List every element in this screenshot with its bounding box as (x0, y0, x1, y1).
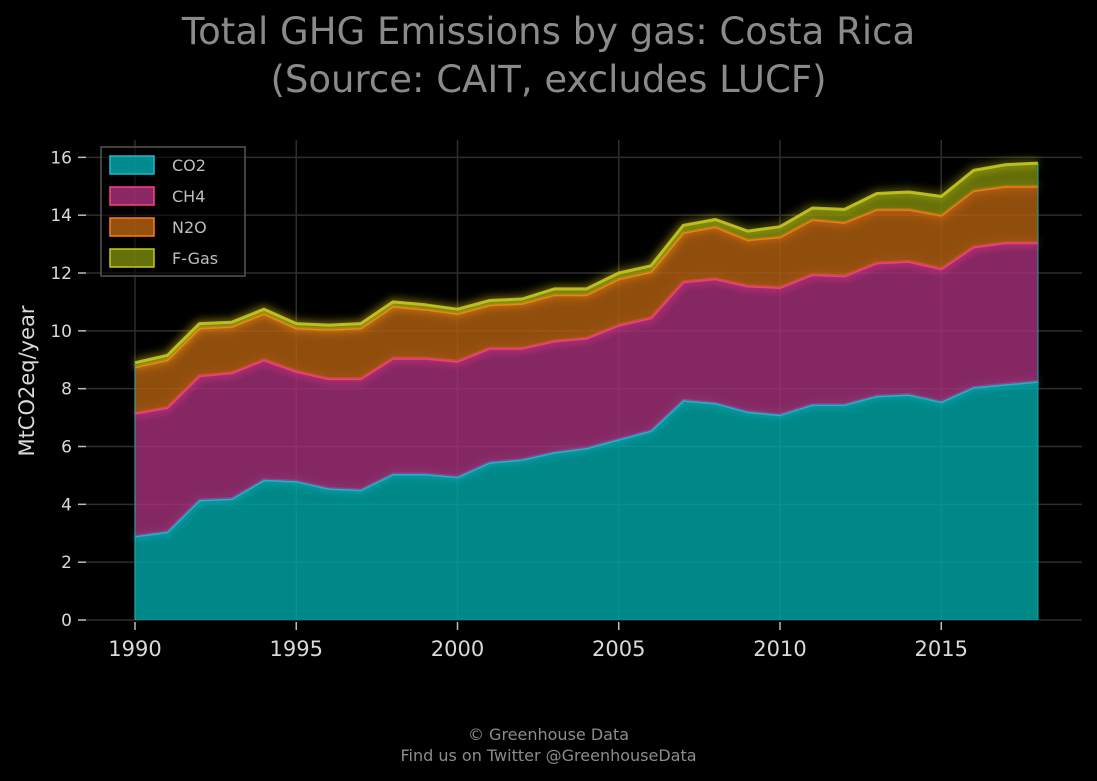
chart-title-line1: Total GHG Emissions by gas: Costa Rica (181, 10, 916, 53)
axes: 0 2 4 6 8 10 12 14 16 1990 1995 2000 2005 2010 2015 (50, 148, 968, 661)
x-tick-label: 2010 (753, 637, 806, 661)
legend-swatch-co2 (109, 155, 155, 175)
y-tick-label: 14 (50, 206, 72, 226)
x-tick-label: 1990 (108, 637, 161, 661)
stacked-areas (134, 158, 1039, 620)
area-edge-fgas (134, 161, 1039, 365)
legend-label-co2: CO2 (172, 156, 206, 175)
y-axis-label: MtCO2eq/year (15, 305, 39, 456)
footer-copyright: © Greenhouse Data (467, 725, 630, 744)
chart-subtitle: (Source: CAIT, excludes LUCF) (270, 58, 827, 101)
y-tick-label: 12 (50, 264, 72, 284)
x-tick-label: 1995 (270, 637, 323, 661)
legend-label-n2o: N2O (172, 218, 207, 237)
area-ch4 (135, 242, 1038, 537)
legend: CO2 CH4 N2O F-Gas (100, 146, 246, 277)
x-tick-label: 2015 (915, 637, 968, 661)
y-tick-label: 10 (50, 322, 72, 342)
y-tick-label: 0 (61, 611, 72, 631)
y-tick-label: 6 (61, 438, 72, 458)
area-co2 (135, 381, 1038, 620)
y-tick-label: 8 (61, 380, 72, 400)
chart-title: Total GHG Emissions by gas: Costa Rica (… (0, 8, 1097, 104)
y-tick-label: 2 (61, 553, 72, 573)
footer: © Greenhouse Data Find us on Twitter @Gr… (0, 724, 1097, 766)
y-tick-label: 4 (61, 495, 72, 515)
legend-swatch-n2o (109, 217, 155, 237)
legend-swatch-ch4 (109, 186, 155, 206)
x-tick-label: 2005 (592, 637, 645, 661)
x-tick-label: 2000 (431, 637, 484, 661)
footer-twitter: Find us on Twitter @GreenhouseData (400, 746, 697, 765)
legend-swatch-fgas (109, 248, 155, 268)
legend-label-fgas: F-Gas (172, 249, 218, 268)
y-tick-label: 16 (50, 148, 72, 168)
area-n2o (135, 186, 1038, 414)
legend-label-ch4: CH4 (172, 187, 205, 206)
area-fgas (135, 163, 1038, 367)
